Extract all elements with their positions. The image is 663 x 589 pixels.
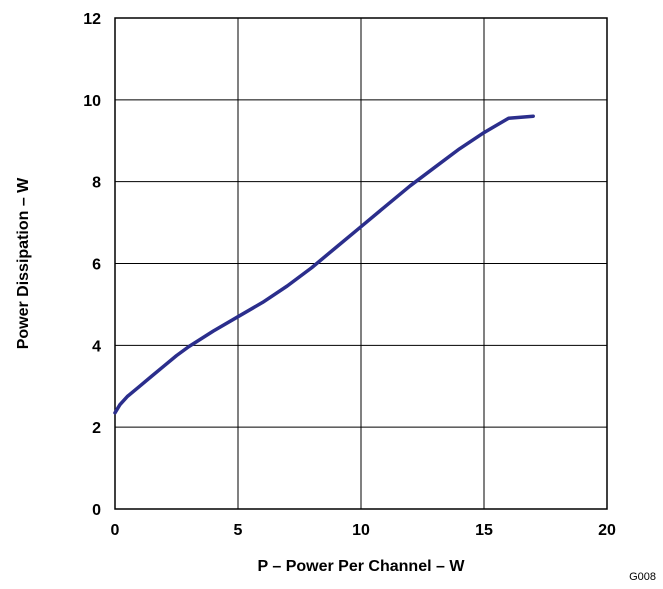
y-tick-label: 2 (92, 420, 101, 437)
y-tick-label: 0 (92, 502, 101, 519)
y-tick-label: 8 (92, 175, 101, 192)
y-tick-labels: 0 2 4 6 8 10 12 (83, 11, 101, 519)
x-axis-title: P – Power Per Channel – W (258, 558, 466, 575)
y-tick-label: 6 (92, 257, 101, 274)
series-layer (113, 114, 535, 415)
x-tick-label: 15 (475, 522, 493, 539)
x-tick-label: 0 (111, 522, 120, 539)
plot-frame (114, 17, 608, 510)
x-tick-label: 20 (598, 522, 616, 539)
x-tick-label: 10 (352, 522, 370, 539)
y-axis-title: Power Dissipation – W (15, 177, 32, 349)
y-tick-label: 12 (83, 11, 101, 28)
y-tick-label: 10 (83, 93, 101, 110)
x-tick-labels: 0 5 10 15 20 (111, 522, 616, 539)
x-tick-label: 5 (234, 522, 243, 539)
grid-lines (114, 17, 608, 510)
figure-code: G008 (629, 571, 656, 583)
y-tick-label: 4 (92, 338, 101, 355)
series-line (113, 114, 535, 415)
